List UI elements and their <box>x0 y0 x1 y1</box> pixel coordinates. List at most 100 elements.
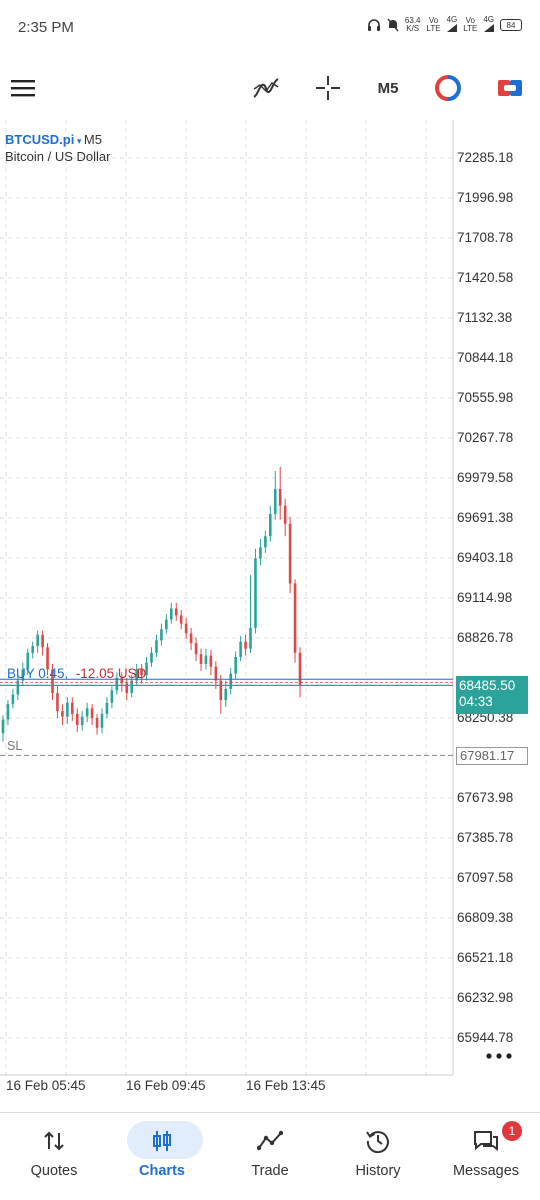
price-tick-label: 66809.38 <box>457 910 514 925</box>
status-icons: 63.4 K/S Vo LTE 4G Vo LTE 4G 84 <box>367 16 522 34</box>
candle-body <box>155 640 158 653</box>
symbol-timeframe: M5 <box>83 132 102 147</box>
status-time: 2:35 PM <box>18 19 74 36</box>
candle-body <box>298 652 302 685</box>
time-tick-label: 16 Feb 13:45 <box>246 1078 326 1093</box>
candle-body <box>244 641 247 649</box>
chart-canvas[interactable] <box>0 120 540 1110</box>
candle-body <box>130 680 133 694</box>
network-2: 4G <box>483 16 494 34</box>
candle-body <box>165 619 168 630</box>
price-tick-label: 69979.58 <box>457 470 514 485</box>
candle-body <box>209 655 213 667</box>
candle-body <box>95 718 99 728</box>
new-order-icon <box>498 80 522 96</box>
bottom-navigation: Quotes Charts Trade History 1 Messages <box>0 1112 540 1200</box>
more-icon[interactable] <box>484 1048 514 1064</box>
crosshair-icon <box>316 76 340 100</box>
candle-body <box>75 713 79 725</box>
nav-charts[interactable]: Charts <box>108 1113 216 1200</box>
candle-body <box>174 608 178 616</box>
chart-symbol[interactable]: BTCUSD.pi ▾ M5 <box>5 132 102 147</box>
candle-body <box>41 634 44 648</box>
network-1: 4G <box>446 16 457 34</box>
candle-body <box>135 669 138 681</box>
candle-body <box>51 669 54 694</box>
battery-icon: 84 <box>500 19 522 31</box>
candle-body <box>160 629 163 641</box>
menu-button[interactable] <box>8 60 38 116</box>
position-label[interactable]: BUY 0.45, -12.05 USD <box>7 666 147 681</box>
candle-body <box>269 514 272 537</box>
candle-body <box>115 677 119 691</box>
candle-body <box>214 666 218 681</box>
price-tick-label: 71708.78 <box>457 230 514 245</box>
nav-messages[interactable]: 1 Messages <box>432 1113 540 1200</box>
price-tick-label: 66521.18 <box>457 950 514 965</box>
price-tick-label: 67097.58 <box>457 870 514 885</box>
candle-body <box>140 669 143 676</box>
charts-icon <box>142 1121 182 1161</box>
messages-badge: 1 <box>502 1121 522 1141</box>
time-tick-label: 16 Feb 09:45 <box>126 1078 206 1093</box>
symbol-description: Bitcoin / US Dollar <box>5 149 111 164</box>
symbol-name[interactable]: BTCUSD.pi <box>5 132 75 147</box>
candle-body <box>194 643 198 655</box>
price-tick-label: 72285.18 <box>457 150 514 165</box>
candle-body <box>31 645 34 653</box>
price-chart[interactable]: BTCUSD.pi ▾ M5 Bitcoin / US Dollar 72285… <box>0 120 540 1110</box>
candle-body <box>46 647 49 670</box>
net-speed: 63.4 K/S <box>404 16 421 33</box>
candle-body <box>264 536 267 548</box>
price-tick-label: 71996.98 <box>457 190 514 205</box>
price-tick-label: 70267.78 <box>457 430 514 445</box>
price-tick-label: 70844.18 <box>457 350 514 365</box>
candle-body <box>273 489 277 515</box>
candle-body <box>204 655 208 664</box>
indicators-button[interactable] <box>250 60 282 116</box>
bar-timer: 04:33 <box>459 694 493 709</box>
volte-2: Vo LTE <box>463 16 478 33</box>
candle-body <box>61 711 64 717</box>
candle-body <box>120 677 124 684</box>
candle-body <box>259 547 262 559</box>
nav-trade[interactable]: Trade <box>216 1113 324 1200</box>
crosshair-button[interactable] <box>312 60 344 116</box>
price-tick-label: 68826.78 <box>457 630 514 645</box>
candle-body <box>71 702 74 714</box>
headphones-icon <box>367 19 380 31</box>
new-order-button[interactable] <box>494 60 526 116</box>
time-tick-label: 16 Feb 05:45 <box>6 1078 86 1093</box>
one-click-trading-icon <box>435 75 461 101</box>
candle-body <box>184 623 188 634</box>
signal-icon <box>483 24 494 32</box>
nav-quotes[interactable]: Quotes <box>0 1113 108 1200</box>
stop-loss-price-box: 67981.17 <box>456 747 528 765</box>
candle-body <box>189 633 193 644</box>
candle-body <box>6 704 10 720</box>
candle-body <box>224 688 228 701</box>
candle-body <box>125 683 129 694</box>
candle-body <box>16 680 20 695</box>
candle-body <box>110 690 114 703</box>
trade-icon <box>250 1121 290 1161</box>
price-tick-label: 70555.98 <box>457 390 514 405</box>
candle-body <box>254 558 257 628</box>
one-click-trading-button[interactable] <box>432 60 464 116</box>
candle-body <box>234 656 237 674</box>
candle-body <box>150 652 153 663</box>
quotes-icon <box>34 1121 74 1161</box>
nav-history[interactable]: History <box>324 1113 432 1200</box>
candle-body <box>66 702 69 717</box>
candle-body <box>283 505 287 524</box>
stop-loss-label[interactable]: SL <box>7 739 23 753</box>
candle-body <box>21 669 25 681</box>
position-pl: -12.05 USD <box>75 666 147 681</box>
candle-body <box>293 583 297 653</box>
signal-icon <box>446 24 457 32</box>
candle-body <box>1 719 5 734</box>
candle-body <box>85 708 89 717</box>
timeframe-button[interactable]: M5 <box>377 79 399 97</box>
price-tick-label: 69403.18 <box>457 550 514 565</box>
bid-price-box: 68485.50 04:33 <box>456 676 528 714</box>
